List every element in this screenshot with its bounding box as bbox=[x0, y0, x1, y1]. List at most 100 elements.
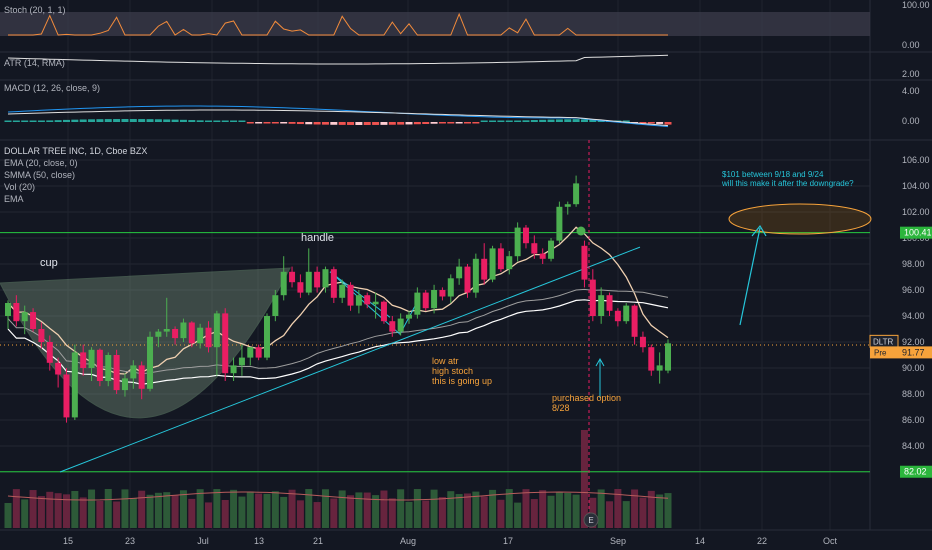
volume-bar bbox=[405, 501, 413, 528]
volume-bar bbox=[580, 430, 588, 528]
x-tick-label: Oct bbox=[823, 536, 838, 546]
macd-histogram-bar bbox=[647, 122, 655, 124]
candle-body bbox=[96, 349, 103, 381]
macd-histogram-bar bbox=[12, 120, 20, 122]
candle-body bbox=[121, 378, 128, 391]
volume-bar bbox=[631, 489, 639, 528]
volume-bar bbox=[639, 497, 647, 528]
macd-pane-label: MACD (12, 26, close, 9) bbox=[4, 83, 101, 93]
volume-bar bbox=[522, 489, 530, 528]
macd-signal-line bbox=[7, 109, 669, 127]
macd-histogram-bar bbox=[447, 122, 455, 124]
macd-histogram-bar bbox=[514, 120, 522, 122]
macd-histogram-bar bbox=[572, 119, 580, 122]
volume-bar bbox=[472, 491, 480, 528]
annotation-purchased: purchased option bbox=[552, 393, 621, 403]
candle-body bbox=[180, 322, 187, 339]
volume-bar bbox=[422, 500, 430, 528]
macd-histogram-bar bbox=[321, 122, 329, 125]
candle-body bbox=[197, 327, 204, 344]
volume-bar bbox=[113, 501, 121, 528]
volume-bar bbox=[171, 495, 179, 528]
candle-body bbox=[55, 362, 62, 375]
x-tick-label: 14 bbox=[695, 536, 705, 546]
macd-histogram-bar bbox=[71, 119, 79, 122]
macd-histogram-bar bbox=[221, 120, 229, 122]
candle-body bbox=[539, 253, 546, 259]
candle-body bbox=[614, 310, 621, 322]
candle-body bbox=[155, 331, 162, 337]
volume-bar bbox=[37, 496, 45, 528]
macd-histogram-bar bbox=[580, 119, 588, 122]
macd-histogram-bar bbox=[405, 122, 413, 125]
macd-histogram-bar bbox=[413, 122, 421, 125]
macd-histogram-bar bbox=[430, 122, 438, 124]
macd-histogram-bar bbox=[347, 122, 355, 125]
macd-histogram-bar bbox=[205, 120, 213, 122]
volume-bar bbox=[221, 499, 229, 528]
macd-histogram-bar bbox=[21, 120, 29, 122]
macd-histogram-bar bbox=[238, 120, 246, 122]
volume-bar bbox=[238, 496, 246, 528]
macd-histogram-bar bbox=[388, 122, 396, 125]
volume-bar bbox=[263, 493, 271, 528]
macd-histogram-bar bbox=[380, 122, 388, 125]
candle-body bbox=[656, 365, 663, 371]
volume-bar bbox=[29, 490, 37, 528]
x-tick-label: Sep bbox=[610, 536, 626, 546]
volume-bar bbox=[656, 494, 664, 528]
stoch-pane-label: Stoch (20, 1, 1) bbox=[4, 5, 66, 15]
candle-body bbox=[606, 295, 613, 311]
macd-histogram-bar bbox=[88, 119, 96, 122]
macd-histogram-bar bbox=[188, 120, 196, 122]
macd-histogram-bar bbox=[472, 122, 480, 124]
volume-bar bbox=[146, 494, 154, 528]
candle-body bbox=[71, 352, 78, 418]
annotation-target: $101 between 9/18 and 9/24 bbox=[722, 170, 824, 179]
candle-body bbox=[280, 271, 287, 296]
macd-histogram-bar bbox=[179, 119, 187, 122]
volume-bar bbox=[71, 490, 79, 528]
candle-body bbox=[364, 295, 371, 305]
volume-bar bbox=[505, 489, 513, 528]
macd-histogram-bar bbox=[656, 122, 664, 124]
candle-body bbox=[222, 313, 229, 374]
macd-histogram-bar bbox=[246, 122, 254, 124]
candle-body bbox=[598, 295, 605, 316]
annotation-purchased: 8/28 bbox=[552, 403, 570, 413]
macd-histogram-bar bbox=[564, 119, 572, 122]
smma-legend: SMMA (50, close) bbox=[4, 170, 76, 180]
volume-bar bbox=[489, 489, 497, 528]
annotation-low-atr: high stoch bbox=[432, 366, 473, 376]
volume-bar bbox=[246, 491, 254, 528]
stoch-tick: 0.00 bbox=[902, 40, 920, 50]
stoch-line bbox=[8, 12, 668, 36]
pre-badge bbox=[870, 346, 932, 359]
candle-body bbox=[13, 303, 20, 322]
macd-histogram-bar bbox=[263, 122, 271, 124]
target-arrow-head bbox=[751, 224, 767, 237]
macd-histogram-bar bbox=[463, 122, 471, 124]
macd-histogram-bar bbox=[4, 120, 12, 122]
candle-body bbox=[414, 292, 421, 315]
y-tick-label: 94.00 bbox=[902, 311, 925, 321]
macd-histogram-bar bbox=[104, 119, 112, 122]
target-arrow bbox=[739, 227, 761, 326]
pre-badge-label: Pre bbox=[874, 348, 887, 357]
y-tick-label: 104.00 bbox=[902, 181, 930, 191]
volume-bar bbox=[572, 494, 580, 528]
candle-body bbox=[564, 204, 571, 207]
volume-bar bbox=[413, 489, 421, 528]
volume-bar bbox=[271, 491, 279, 528]
pre-badge-value: 91.77 bbox=[902, 347, 925, 357]
macd-histogram-bar bbox=[589, 119, 597, 122]
volume-bar bbox=[564, 492, 572, 528]
annotation-handle: handle bbox=[301, 232, 334, 244]
candle-body bbox=[355, 295, 362, 306]
macd-histogram-bar bbox=[639, 122, 647, 124]
x-tick-label: Aug bbox=[400, 536, 416, 546]
candle-body bbox=[213, 313, 220, 348]
macd-histogram-bar bbox=[555, 119, 563, 122]
target-ellipse bbox=[728, 203, 872, 235]
